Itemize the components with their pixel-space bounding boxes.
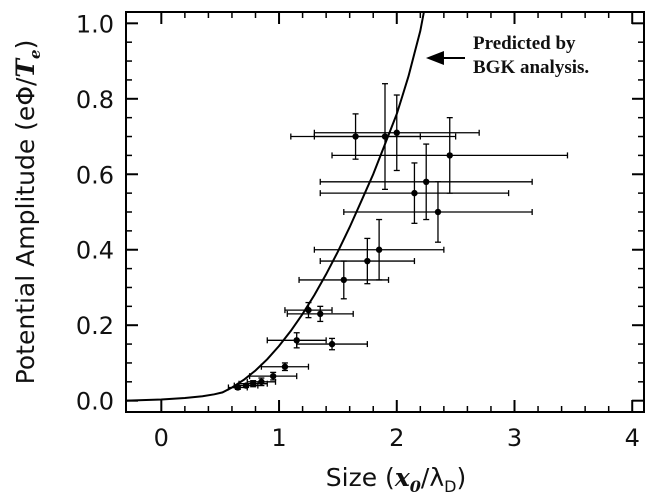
y-axis-title: Potential Amplitude (eΦ/Te): [11, 40, 44, 385]
annotation-line-1: Predicted by: [473, 33, 576, 54]
data-point: [328, 340, 336, 348]
x-tick-label: 0: [154, 424, 169, 452]
data-point: [393, 129, 400, 136]
data-point: [293, 337, 300, 344]
y-tick-label: 0.2: [76, 312, 114, 340]
y-tick-label: 0.6: [76, 161, 114, 189]
data-point: [446, 152, 453, 159]
annotation-arrow-head: [425, 51, 444, 65]
data-point: [375, 246, 383, 253]
data-point: [423, 178, 430, 186]
theory-curve: [125, 11, 425, 402]
x-tick-label: 3: [507, 424, 522, 452]
annotation-line-2: BGK analysis.: [473, 57, 589, 78]
ticks-layer: 0 1 2 3 4 0.0 0.2 0.4 0.6 0.8 1.0: [76, 10, 644, 452]
data-point: [281, 363, 289, 370]
data-point: [317, 310, 324, 318]
x-tick-label: 1: [271, 424, 286, 452]
points-layer: [227, 83, 569, 391]
data-point: [258, 378, 265, 386]
curve-layer: [125, 11, 425, 402]
data-point: [340, 276, 347, 284]
y-tick-label: 0.8: [76, 86, 114, 114]
annotation: Predicted by BGK analysis.: [425, 33, 589, 78]
y-tick-label: 0.4: [76, 237, 114, 265]
data-point: [305, 306, 312, 314]
x-tick-label: 2: [389, 424, 404, 452]
data-point: [269, 372, 277, 380]
x-axis-title: Size (x0/λD): [326, 463, 466, 496]
y-tick-label: 0.0: [76, 388, 114, 416]
data-point: [381, 133, 389, 140]
x-tick-label: 4: [625, 424, 640, 452]
data-point: [364, 257, 371, 265]
data-point: [434, 208, 442, 216]
y-tick-label: 1.0: [76, 10, 114, 38]
data-point: [411, 189, 418, 197]
